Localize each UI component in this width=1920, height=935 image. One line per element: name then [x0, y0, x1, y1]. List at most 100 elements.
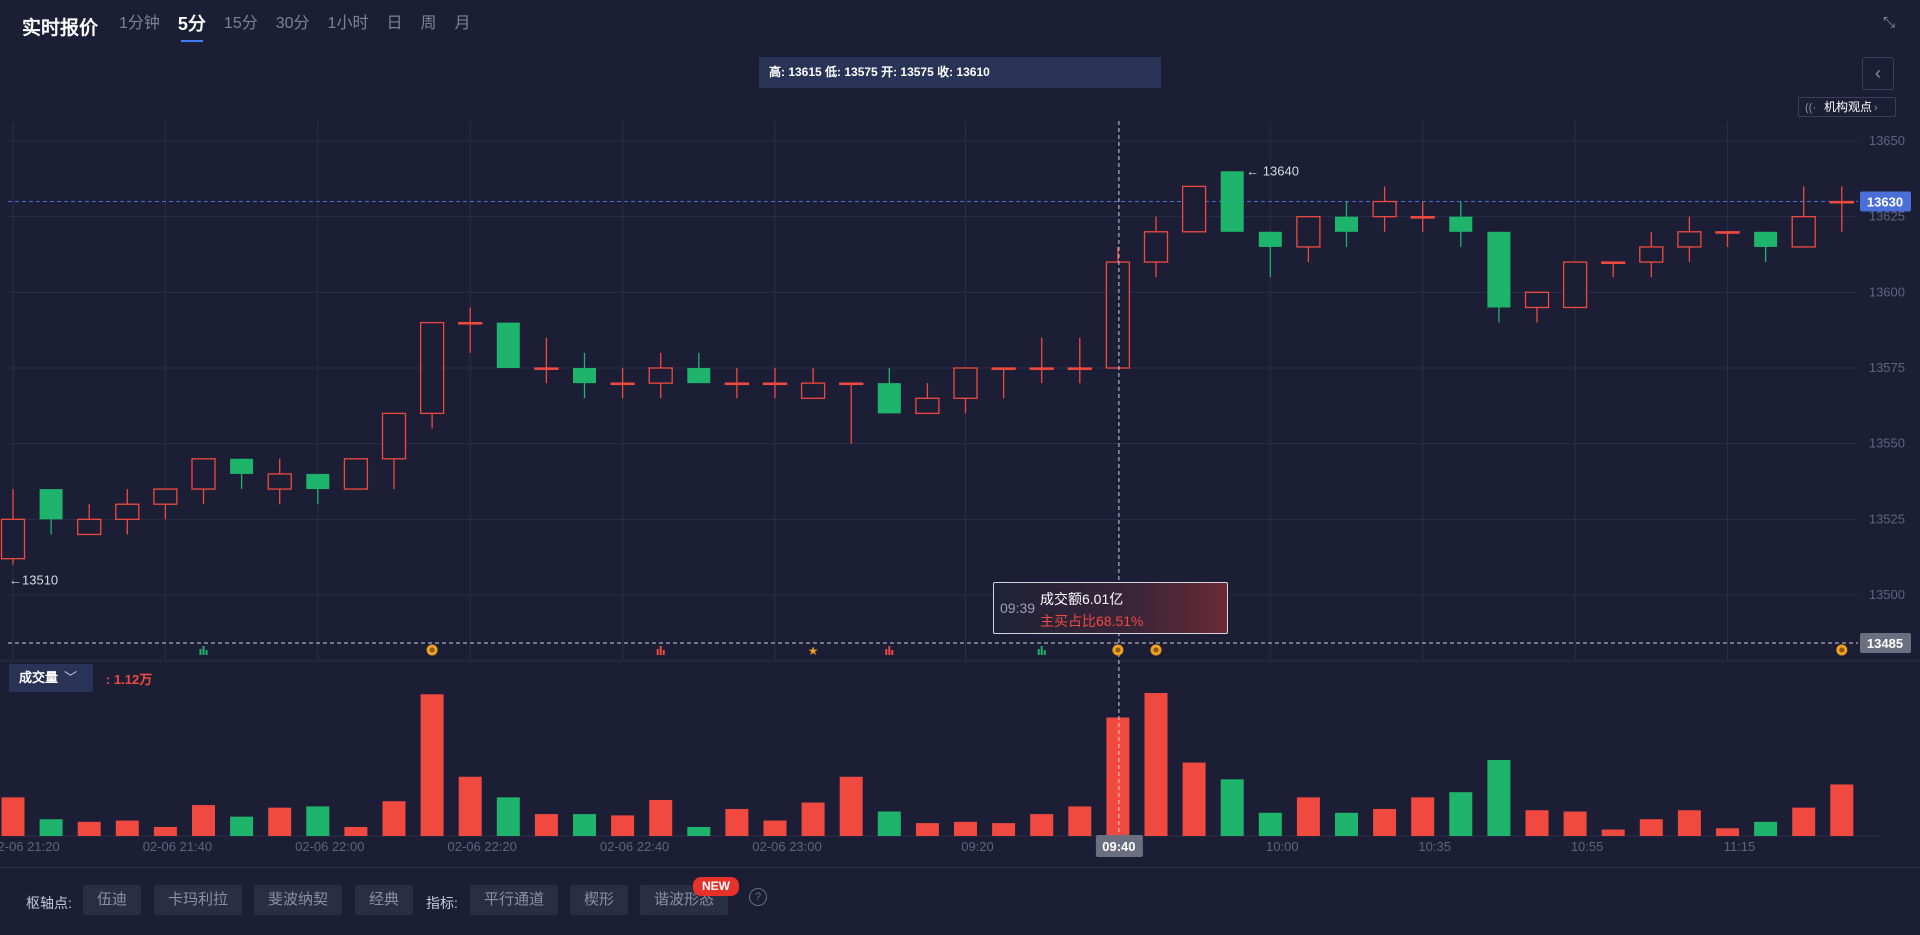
candle-body	[534, 367, 559, 370]
volume-bar	[801, 802, 825, 836]
coin-marker-center	[1115, 647, 1121, 653]
volume-bar	[230, 816, 254, 836]
high-price-annotation: ← 13640	[1246, 163, 1299, 178]
x-tick-label: 11:15	[1724, 839, 1756, 854]
crosshair-tooltip: 09:39 成交额6.01亿 主买占比68.51%	[993, 582, 1228, 634]
volume-bar	[1830, 784, 1854, 836]
candle-body	[1105, 261, 1131, 369]
candle-body	[458, 321, 483, 325]
indicator-label: 指标:	[426, 895, 458, 911]
tab-5min[interactable]: 5分	[177, 14, 206, 42]
pivot-classic-button[interactable]: 经典	[355, 885, 413, 915]
tooltip-buy-ratio: 主买占比68.51%	[1040, 613, 1144, 629]
candle-body	[381, 412, 407, 460]
signal-marker-icon	[1037, 649, 1040, 655]
pivot-camarilla-button[interactable]: 卡玛利拉	[154, 885, 242, 915]
signal-marker-icon	[199, 649, 202, 655]
crosshair-time-label: 09:40	[1102, 839, 1135, 854]
signal-marker-icon	[1040, 646, 1043, 655]
tab-1min[interactable]: 1分钟	[119, 15, 160, 32]
help-icon[interactable]: ?	[749, 888, 767, 906]
candle-body	[419, 321, 445, 415]
volume-bar	[573, 814, 596, 836]
volume-bar	[1639, 819, 1663, 836]
candle-body	[1562, 261, 1588, 309]
candle-body	[230, 458, 254, 474]
tab-day[interactable]: 日	[386, 15, 403, 32]
tab-week[interactable]: 周	[420, 15, 437, 32]
candle-body	[800, 382, 826, 399]
tab-30min[interactable]: 30分	[275, 15, 310, 32]
pivot-woodie-button[interactable]: 伍迪	[83, 885, 141, 915]
volume-bar	[1525, 810, 1549, 836]
candle-body	[839, 382, 864, 386]
indicator-parallel-channel-button[interactable]: 平行通道	[470, 885, 558, 915]
volume-bar	[420, 694, 444, 836]
candle-body	[1335, 216, 1358, 232]
volume-bar	[1144, 693, 1168, 836]
volume-bar	[115, 820, 139, 836]
candle-body	[1524, 291, 1550, 309]
candle-body	[573, 368, 596, 384]
indicator-wedge-button[interactable]: 楔形	[570, 885, 628, 915]
volume-bar	[1220, 779, 1244, 836]
volume-bar	[458, 776, 482, 836]
candle-body	[77, 518, 102, 536]
current-price-label: 13630	[1867, 195, 1903, 210]
chevron-down-icon: ﹀	[64, 670, 78, 685]
x-tick-label: 10:00	[1266, 839, 1299, 854]
tab-month[interactable]: 月	[454, 15, 471, 32]
candle-body	[115, 503, 140, 520]
bottom-toolbar: 枢轴点: 伍迪 卡玛利拉 斐波纳契 经典 指标: 平行通道 楔形 谐波形态 NE…	[0, 867, 1920, 935]
tab-15min[interactable]: 15分	[223, 15, 258, 32]
volume-bar	[1373, 808, 1397, 836]
chevron-right-icon: ›	[1874, 102, 1878, 114]
candle-body	[1220, 171, 1244, 232]
signal-marker-icon	[659, 646, 662, 655]
volume-bar	[839, 776, 863, 836]
tooltip-time: 09:39	[1000, 600, 1036, 616]
x-tick-label: 02-06 22:40	[600, 839, 669, 854]
volume-bar	[1754, 821, 1778, 836]
broadcast-icon: ((·	[1805, 102, 1816, 114]
volume-bar	[954, 821, 977, 836]
crosshair-time-tag	[1095, 835, 1143, 857]
candle-body	[267, 473, 292, 490]
candle-body	[1601, 261, 1626, 265]
candle-body	[1029, 367, 1054, 370]
candle-body	[1754, 231, 1778, 247]
volume-bar	[1449, 792, 1473, 836]
pivot-fibonacci-button[interactable]: 斐波纳契	[254, 885, 342, 915]
candle-body	[724, 382, 750, 386]
volume-bar	[992, 823, 1016, 836]
volume-bar	[1792, 807, 1816, 836]
coin-marker-center	[1153, 647, 1159, 653]
candle-body	[306, 473, 330, 490]
volume-indicator-dropdown[interactable]: 成交量 ﹀	[9, 664, 93, 692]
volume-bar	[268, 807, 292, 836]
volume-dropdown-label: 成交量	[19, 670, 59, 685]
volume-bar	[1030, 814, 1054, 836]
candle-body	[1296, 216, 1321, 248]
candle-body	[1677, 231, 1702, 248]
collapse-arrows-icon[interactable]: ⤡	[1882, 14, 1895, 31]
new-badge: NEW	[693, 877, 739, 896]
y-tick-label: 13650	[1869, 133, 1905, 148]
volume-bar	[1, 797, 25, 836]
volume-bar	[1411, 797, 1435, 836]
candle-body	[1410, 216, 1435, 219]
institution-views-button[interactable]: ((· 机构观点 ›	[1798, 97, 1896, 117]
candle-body	[687, 368, 711, 384]
y-tick-label: 13600	[1869, 284, 1905, 299]
signal-marker-icon	[891, 650, 894, 655]
candle-body	[343, 458, 369, 490]
tab-1hour[interactable]: 1小时	[327, 15, 369, 32]
y-axis-labels: 13500 13525 13550 13575 13600 13625 13650	[1869, 133, 1905, 602]
chevron-left-icon[interactable]: ‹	[1862, 57, 1894, 90]
volume-bar	[1677, 810, 1701, 836]
candle-body	[1143, 231, 1169, 263]
volume-bar	[1563, 811, 1587, 836]
volume-bar	[534, 814, 558, 836]
